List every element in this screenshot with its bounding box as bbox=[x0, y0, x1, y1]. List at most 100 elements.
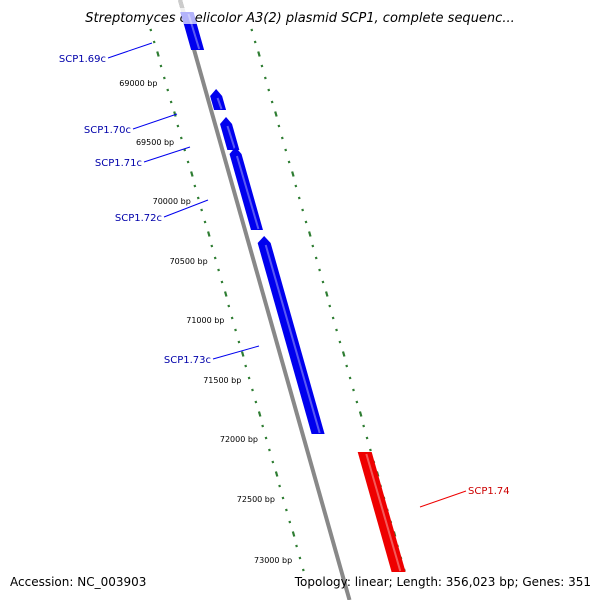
gene-shine bbox=[235, 155, 260, 230]
tick-minor bbox=[213, 256, 217, 260]
tick-minor bbox=[179, 136, 183, 140]
gene-label: SCP1.74 bbox=[468, 486, 510, 497]
tick-label: 69500 bp bbox=[136, 138, 174, 147]
tick-minor bbox=[251, 388, 254, 392]
label-leader bbox=[419, 490, 467, 508]
tick-major bbox=[257, 411, 262, 417]
tick-minor bbox=[304, 220, 308, 224]
tick-minor bbox=[271, 460, 275, 464]
tick-major bbox=[274, 111, 278, 117]
label-leader bbox=[107, 42, 153, 59]
tick-label: 73000 bp bbox=[254, 556, 292, 565]
gene-body bbox=[229, 147, 263, 230]
tick-minor bbox=[203, 220, 207, 224]
tick-minor bbox=[301, 568, 305, 572]
tick-major bbox=[324, 291, 329, 297]
tick-minor bbox=[281, 496, 285, 500]
tick-minor bbox=[270, 100, 274, 104]
accession-text: Accession: NC_003903 bbox=[10, 575, 146, 589]
gene-scp1-72c bbox=[229, 147, 263, 230]
tick-minor bbox=[196, 196, 200, 200]
gene-labels: SCP1.69c SCP1.70c SCP1.71c SCP1.72c SCP1.73c… bbox=[59, 42, 510, 508]
tick-minor bbox=[230, 316, 234, 320]
gene-label: SCP1.72c bbox=[115, 213, 162, 224]
tick-minor bbox=[200, 208, 204, 212]
tick-minor bbox=[176, 124, 180, 128]
tick-minor bbox=[244, 364, 248, 368]
tick-minor bbox=[260, 64, 264, 68]
gene-body bbox=[357, 452, 406, 572]
tick-minor bbox=[352, 388, 355, 392]
tick-minor bbox=[345, 364, 349, 368]
tick-minor bbox=[355, 400, 359, 404]
tick-major bbox=[274, 471, 279, 477]
tick-minor bbox=[314, 256, 318, 260]
tick-minor bbox=[166, 88, 170, 92]
tick-minor bbox=[297, 196, 301, 200]
gene-body bbox=[220, 117, 240, 150]
tick-minor bbox=[277, 124, 281, 128]
tick-major bbox=[223, 291, 228, 297]
tick-minor bbox=[298, 556, 302, 560]
tick-major bbox=[291, 171, 295, 177]
gene-features bbox=[179, 8, 406, 572]
gene-label: SCP1.69c bbox=[59, 54, 106, 65]
tick-major bbox=[190, 171, 194, 177]
tick-minor bbox=[217, 268, 220, 272]
tick-major bbox=[358, 411, 363, 417]
gene-shine bbox=[216, 97, 223, 110]
gene-label: SCP1.73c bbox=[164, 355, 211, 366]
gene-scp1-73c bbox=[257, 236, 325, 434]
tick-major bbox=[291, 531, 296, 537]
gene-scp1-71c bbox=[220, 117, 240, 150]
tick-major bbox=[240, 351, 245, 357]
tick-minor bbox=[278, 484, 281, 488]
label-leader bbox=[132, 113, 178, 130]
tick-minor bbox=[284, 148, 288, 152]
tick-minor bbox=[210, 244, 214, 248]
tick-minor bbox=[362, 424, 366, 428]
tick-minor bbox=[331, 316, 335, 320]
tick-minor bbox=[253, 40, 257, 44]
tick-minor bbox=[328, 304, 332, 308]
tick-label: 72500 bp bbox=[237, 495, 275, 504]
tick-rows: 69000 bp 69500 bp 70000 bp 70500 bp 71000 bp… bbox=[119, 28, 406, 572]
summary-text: Topology: linear; Length: 356,023 bp; Ge… bbox=[294, 575, 591, 589]
tick-major bbox=[257, 51, 261, 57]
tick-minor bbox=[169, 100, 173, 104]
tick-major bbox=[341, 351, 346, 357]
tick-label: 70500 bp bbox=[170, 257, 208, 266]
backbone-line bbox=[178, 0, 352, 600]
gene-scp1-69c bbox=[179, 8, 205, 50]
gene-body bbox=[257, 236, 325, 434]
tick-major bbox=[308, 231, 312, 237]
tick-minor bbox=[193, 184, 197, 188]
tick-minor bbox=[162, 76, 166, 80]
tick-label: 71000 bp bbox=[186, 316, 224, 325]
tick-minor bbox=[318, 268, 321, 272]
tick-minor bbox=[186, 160, 190, 164]
gene-body bbox=[210, 89, 227, 110]
tick-major bbox=[173, 111, 177, 117]
tick-minor bbox=[280, 136, 284, 140]
tick-minor bbox=[234, 328, 237, 332]
tick-label: 70000 bp bbox=[153, 197, 191, 206]
tick-minor bbox=[268, 448, 271, 452]
tick-minor bbox=[369, 448, 372, 452]
tick-minor bbox=[287, 160, 291, 164]
tick-minor bbox=[311, 244, 315, 248]
tick-minor bbox=[365, 436, 369, 440]
tick-major bbox=[207, 231, 211, 237]
label-leader bbox=[212, 345, 260, 360]
tick-label: 72000 bp bbox=[220, 435, 258, 444]
gene-shine bbox=[226, 125, 236, 150]
tick-minor bbox=[152, 40, 156, 44]
tick-minor bbox=[295, 544, 298, 548]
tick-label: 69000 bp bbox=[119, 79, 157, 88]
gene-fade bbox=[179, 8, 197, 24]
tick-minor bbox=[261, 424, 265, 428]
tick-minor bbox=[348, 376, 352, 380]
tick-minor bbox=[288, 520, 292, 524]
tick-minor bbox=[267, 88, 271, 92]
